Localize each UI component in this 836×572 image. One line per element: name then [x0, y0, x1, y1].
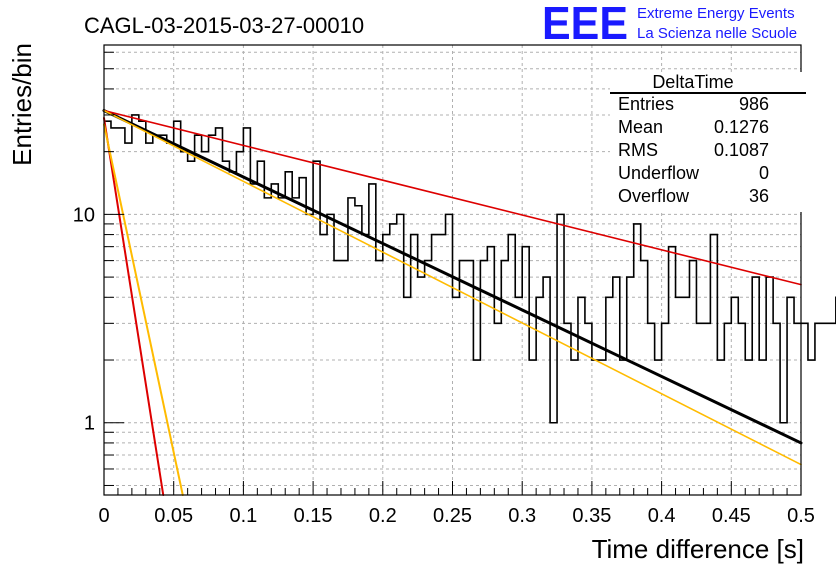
stats-entries-value: 986 [739, 94, 769, 114]
x-tick-label: 0.45 [712, 505, 751, 527]
x-tick-label: 0 [98, 505, 109, 527]
stats-mean-label: Mean [618, 117, 663, 137]
x-tick-label: 0.1 [229, 505, 257, 527]
stats-box-title: DeltaTime [652, 72, 733, 92]
stats-rms-label: RMS [618, 140, 658, 160]
x-tick-label: 0.05 [154, 505, 193, 527]
x-tick-label: 0.15 [294, 505, 333, 527]
logo-line-1: Extreme Energy Events [637, 5, 795, 22]
stats-overflow-label: Overflow [618, 186, 690, 206]
y-axis-label: Entries/bin [7, 43, 37, 166]
x-tick-label: 0.25 [433, 505, 472, 527]
x-tick-label: 0.5 [787, 505, 815, 527]
fit-curve-3 [103, 117, 165, 496]
stats-underflow-label: Underflow [618, 163, 700, 183]
stats-overflow-value: 36 [749, 186, 769, 206]
axis-ticks: 0 0.05 0.1 0.15 0.2 0.25 0.3 0.35 0.4 0.45 0.5 1 10 [73, 51, 815, 527]
eee-logo: EEE [542, 0, 628, 49]
x-tick-label: 0.4 [648, 505, 676, 527]
logo-line-2: La Scienza nelle Scuole [637, 25, 797, 42]
fit-curve-4 [103, 123, 184, 496]
x-tick-label: 0.35 [572, 505, 611, 527]
chart-title: CAGL-03-2015-03-27-00010 [84, 13, 364, 38]
stats-underflow-value: 0 [759, 163, 769, 183]
stats-box-background [610, 72, 806, 212]
y-tick-label: 1 [84, 413, 95, 435]
x-axis-label: Time difference [s] [592, 534, 804, 564]
stats-rms-value: 0.1087 [714, 140, 769, 160]
x-tick-label: 0.3 [508, 505, 536, 527]
stats-entries-label: Entries [618, 94, 674, 114]
x-tick-label: 0.2 [369, 505, 397, 527]
fit-curves [102, 109, 803, 496]
fit-curve-1 [103, 109, 802, 286]
stats-box: DeltaTime Entries 986 Mean 0.1276 RMS 0.… [610, 72, 806, 212]
stats-mean-value: 0.1276 [714, 117, 769, 137]
histogram [104, 114, 836, 424]
y-tick-label: 10 [73, 204, 95, 226]
fit-curve-2 [103, 109, 802, 466]
histogram-outline [104, 114, 836, 424]
fit-curve-0 [102, 109, 803, 445]
